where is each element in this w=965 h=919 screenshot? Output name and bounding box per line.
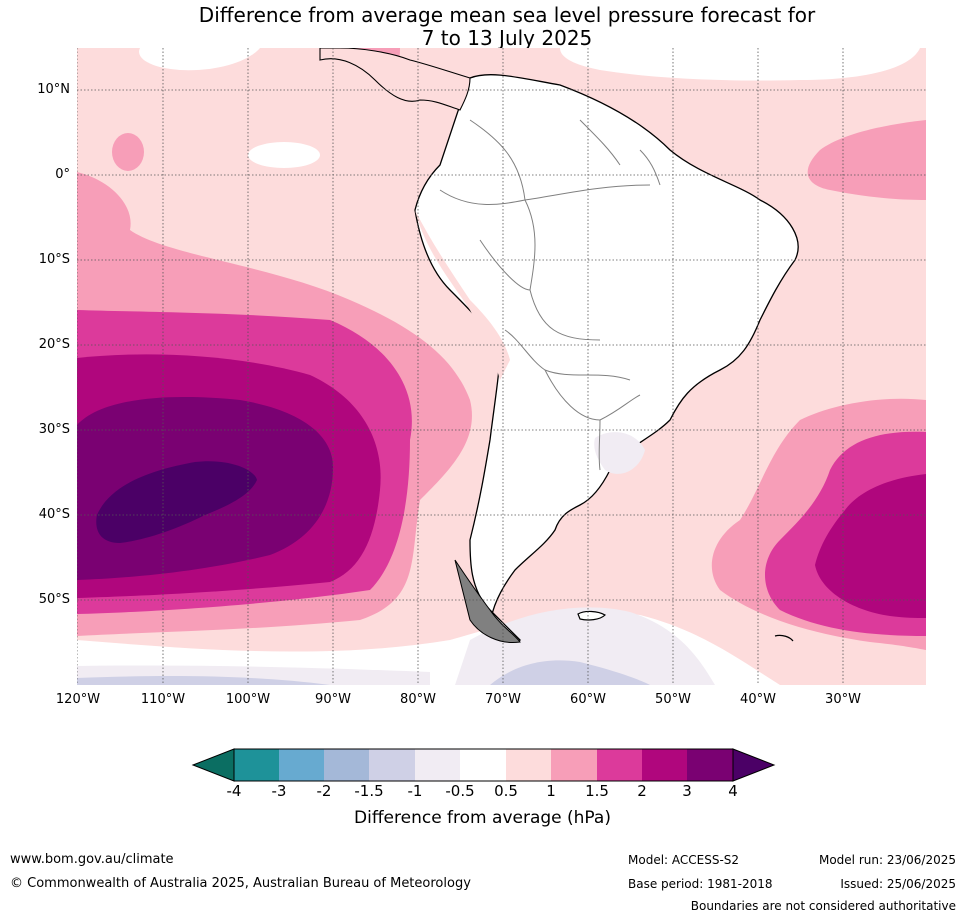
colorbar-tick-label: -2 [316,782,332,800]
colorbar-bin-7 [506,749,551,781]
model-name: Model: ACCESS-S2 [628,853,740,867]
lat-label-30s: 30°S [38,422,70,437]
colorbar-tick-label: 0.5 [494,782,518,800]
boundaries-disclaimer: Boundaries are not considered authoritat… [690,899,956,913]
anomaly-high-2-3-east [815,474,926,618]
lat-label-10s: 10°S [38,252,70,267]
colorbar-title: Difference from average (hPa) [354,808,611,828]
title-line-1: Difference from average mean sea level p… [198,3,816,27]
lon-label-100w: 100°W [225,692,271,707]
colorbar-tick-label: -0.5 [445,782,475,800]
colorbar-tick-label: 1 [546,782,556,800]
page-title: Difference from average mean sea level p… [0,4,965,50]
lon-label-60w: 60°W [570,692,606,707]
base-period: Base period: 1981-2018 [628,877,773,891]
lon-label-70w: 70°W [485,692,521,707]
south-georgia [774,634,794,642]
colorbar-bin-4 [369,749,415,781]
colorbar-tick-label: 2 [637,782,647,800]
colorbar-bin-3 [324,749,369,781]
colorbar-bin-8 [551,749,597,781]
lat-label-20s: 20°S [38,337,70,352]
colorbar [191,748,776,782]
model-run-date: Model run: 23/06/2025 [818,853,956,867]
anomaly-negative-mid-south-west [77,676,330,685]
colorbar-outline [233,748,734,782]
anomaly-high-1-1.5-equatorial-east [807,120,926,200]
lat-label-10n: 10°N [37,82,70,97]
lat-label-40s: 40°S [38,507,70,522]
colorbar-bin-6 [460,749,506,781]
lon-label-110w: 110°W [140,692,186,707]
forecast-map [77,48,926,685]
anomaly-high-1-1.5-patch [112,133,144,171]
lat-label-0: 0° [55,167,70,182]
lon-label-50w: 50°W [655,692,691,707]
colorbar-bin-2 [279,749,324,781]
map-gridlines [77,48,926,685]
colorbar-tick-label: -4 [226,782,242,800]
lon-label-120w: 120°W [55,692,101,707]
colorbar-tick-label: -3 [271,782,287,800]
colorbar-tick-label: 4 [728,782,738,800]
country-borders [439,119,661,471]
colorbar-tick-label: 3 [682,782,692,800]
lat-label-50s: 50°S [38,592,70,607]
colorbar-extend-high [732,748,776,782]
lon-label-30w: 30°W [825,692,861,707]
colorbar-bin-5 [415,749,460,781]
colorbar-bin-9 [597,749,642,781]
colorbar-tick-label: 1.5 [585,782,609,800]
colorbar-bin-11 [687,749,733,781]
colorbar-bin-1 [234,749,279,781]
colorbar-extend-low [191,748,235,782]
tierra-del-fuego [454,559,521,644]
colorbar-tick-label: -1 [407,782,423,800]
anomaly-neutral-patch-north-east [560,48,920,81]
central-america-landmass [319,48,471,111]
colorbar-bin-10 [642,749,687,781]
colorbar-tick-label: -1.5 [354,782,384,800]
lon-label-80w: 80°W [400,692,436,707]
issued-date: Issued: 25/06/2025 [840,877,956,891]
anomaly-neutral-patch-north [139,48,260,71]
falkland-islands [577,610,606,621]
anomaly-high-over-4-west [96,461,258,543]
anomaly-negative-mid-south [490,660,650,685]
title-line-2: 7 to 13 July 2025 [421,26,593,50]
website-link[interactable]: www.bom.gov.au/climate [10,852,174,867]
anomaly-neutral-patch-pacific [248,142,320,168]
anomaly-negative-small-south [455,607,715,685]
lon-label-40w: 40°W [740,692,776,707]
lon-label-90w: 90°W [315,692,351,707]
anomaly-coastal-strip [415,210,510,380]
copyright-notice: © Commonwealth of Australia 2025, Austra… [10,876,471,891]
anomaly-negative-small-land [594,432,645,474]
south-america-landmass [414,74,799,643]
